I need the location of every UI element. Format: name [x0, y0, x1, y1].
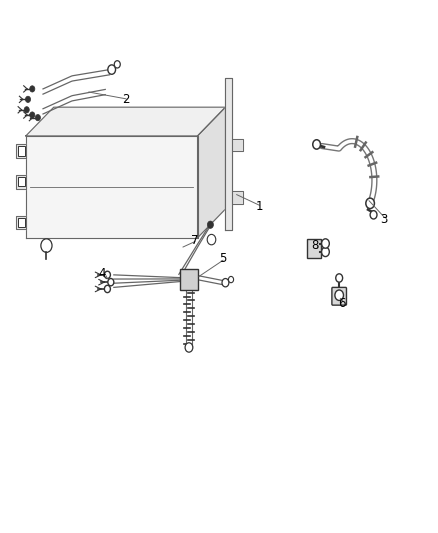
- Circle shape: [370, 211, 377, 219]
- Text: 4: 4: [99, 267, 106, 280]
- Text: 8: 8: [311, 239, 319, 252]
- Polygon shape: [16, 175, 26, 189]
- Circle shape: [335, 290, 343, 301]
- Circle shape: [185, 343, 193, 352]
- Circle shape: [222, 279, 229, 287]
- FancyBboxPatch shape: [307, 239, 321, 257]
- Text: 3: 3: [380, 213, 387, 226]
- Circle shape: [366, 198, 374, 208]
- Circle shape: [207, 235, 216, 245]
- FancyBboxPatch shape: [180, 269, 198, 290]
- Text: 2: 2: [123, 93, 130, 106]
- Polygon shape: [26, 107, 226, 136]
- Circle shape: [24, 107, 29, 113]
- Circle shape: [336, 274, 343, 282]
- Text: 6: 6: [338, 296, 346, 310]
- Polygon shape: [16, 144, 26, 158]
- Polygon shape: [226, 78, 232, 230]
- Circle shape: [114, 61, 120, 68]
- Text: 5: 5: [219, 252, 226, 265]
- Circle shape: [104, 271, 110, 279]
- Circle shape: [321, 239, 329, 248]
- Polygon shape: [198, 107, 226, 238]
- Circle shape: [30, 86, 35, 92]
- Circle shape: [208, 221, 213, 228]
- Circle shape: [25, 96, 31, 102]
- Text: 1: 1: [255, 200, 263, 213]
- Polygon shape: [26, 136, 198, 238]
- Circle shape: [313, 140, 321, 149]
- Polygon shape: [232, 139, 243, 151]
- Circle shape: [321, 247, 329, 256]
- Circle shape: [104, 285, 110, 293]
- FancyBboxPatch shape: [18, 177, 25, 187]
- Circle shape: [35, 115, 40, 121]
- FancyBboxPatch shape: [18, 218, 25, 227]
- Polygon shape: [232, 191, 243, 204]
- FancyBboxPatch shape: [332, 287, 346, 305]
- Text: 7: 7: [191, 234, 198, 247]
- Polygon shape: [16, 216, 26, 229]
- FancyBboxPatch shape: [18, 147, 25, 156]
- Circle shape: [229, 277, 233, 282]
- Circle shape: [108, 65, 116, 74]
- Circle shape: [108, 279, 114, 286]
- Circle shape: [30, 112, 35, 118]
- Circle shape: [41, 239, 52, 253]
